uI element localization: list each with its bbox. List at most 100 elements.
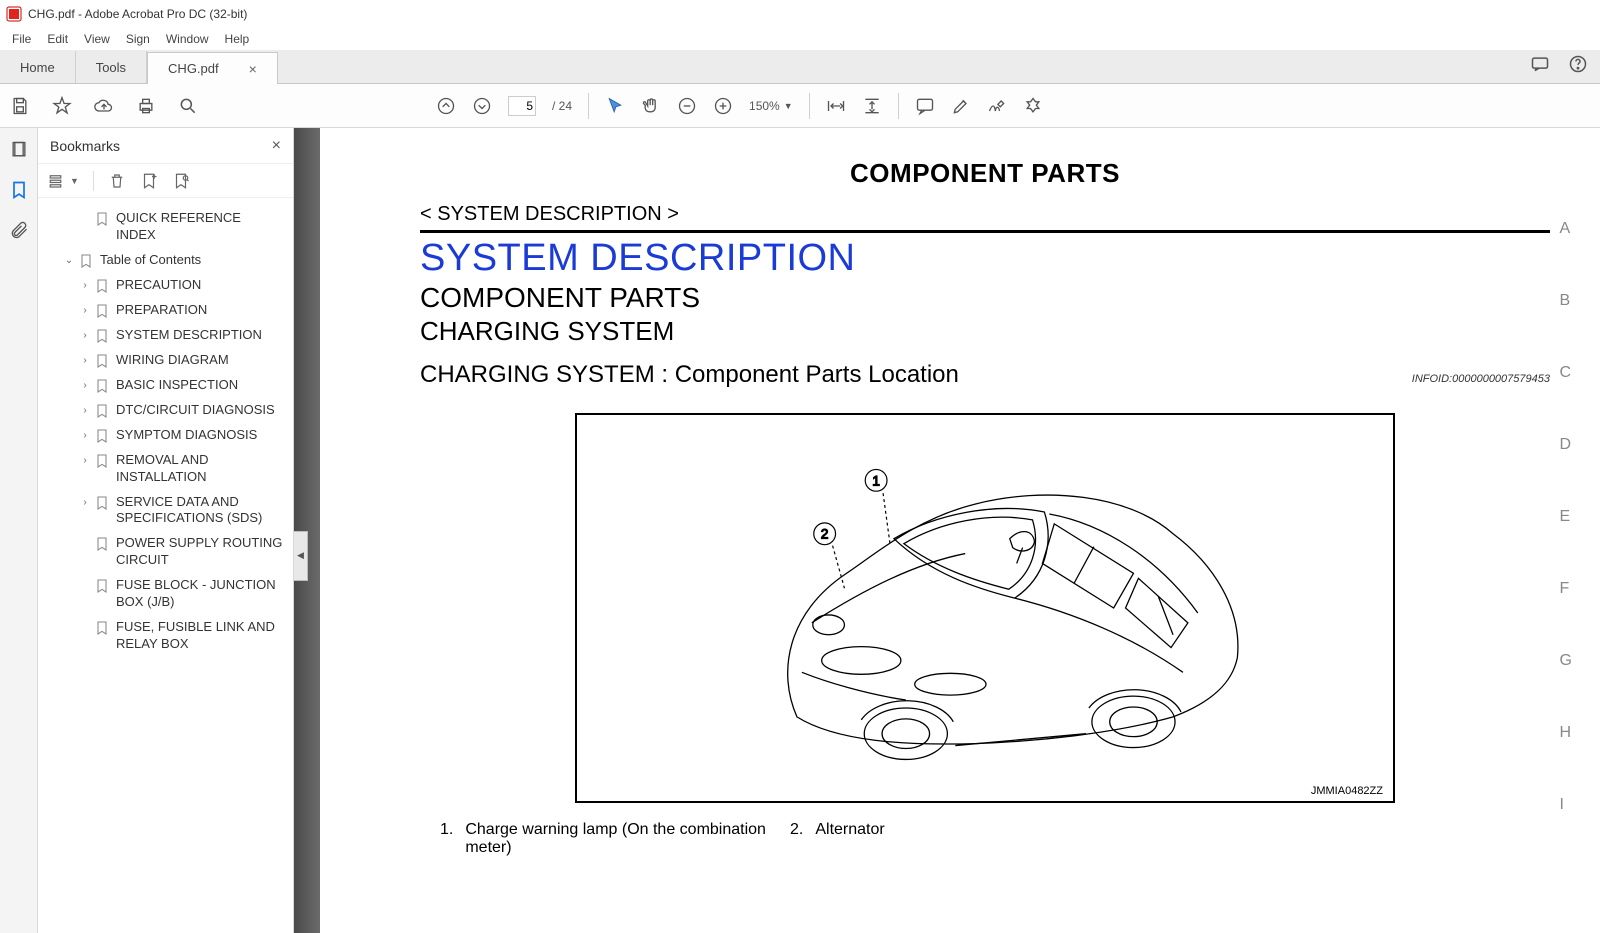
menu-file[interactable]: File: [4, 30, 39, 48]
bookmark-item[interactable]: › SYSTEM DESCRIPTION: [44, 323, 287, 348]
index-letter: F: [1560, 580, 1572, 598]
cloud-upload-icon[interactable]: [94, 96, 114, 116]
bookmark-expand-arrow[interactable]: ⌄: [62, 254, 76, 267]
bm-delete-icon[interactable]: [108, 172, 126, 190]
legend-number: 1.: [440, 821, 453, 857]
panel-collapse-handle[interactable]: ◀: [294, 531, 308, 581]
bookmark-icon: [94, 378, 110, 394]
star-icon[interactable]: [52, 96, 72, 116]
figure-legend: 1.Charge warning lamp (On the combi­nati…: [440, 821, 1550, 857]
save-icon[interactable]: [10, 96, 30, 116]
bookmark-item[interactable]: › SERVICE DATA AND SPECIFICATIONS (SDS): [44, 490, 287, 532]
bookmark-label: QUICK REFERENCE INDEX: [116, 210, 283, 244]
bookmark-item[interactable]: › PRECAUTION: [44, 273, 287, 298]
menu-sign[interactable]: Sign: [118, 30, 158, 48]
bookmark-label: PREPARATION: [116, 302, 283, 319]
bookmark-item[interactable]: ⌄ Table of Contents: [44, 248, 287, 273]
fit-width-icon[interactable]: [826, 96, 846, 116]
bm-options-icon[interactable]: [48, 172, 66, 190]
tab-close-icon[interactable]: ×: [249, 61, 257, 77]
bookmark-expand-arrow[interactable]: ›: [78, 304, 92, 317]
bookmarks-icon[interactable]: [9, 180, 29, 200]
hand-icon[interactable]: [641, 96, 661, 116]
notification-icon[interactable]: [1530, 54, 1550, 74]
bookmark-item[interactable]: POWER SUPPLY ROUTING CIRCUIT: [44, 531, 287, 573]
document-viewport[interactable]: ◀ ABCDEFGHI COMPONENT PARTS < SYSTEM DES…: [294, 128, 1600, 933]
page-number-input[interactable]: [508, 96, 536, 116]
bookmark-item[interactable]: › WIRING DIAGRAM: [44, 348, 287, 373]
bookmark-label: POWER SUPPLY ROUTING CIRCUIT: [116, 535, 283, 569]
window-titlebar: CHG.pdf - Adobe Acrobat Pro DC (32-bit): [0, 0, 1600, 28]
toolbar-separator: [898, 93, 899, 119]
tab-active-document[interactable]: CHG.pdf ×: [147, 52, 278, 84]
menubar: File Edit View Sign Window Help: [0, 28, 1600, 50]
zoom-out-icon[interactable]: [677, 96, 697, 116]
bookmark-expand-arrow[interactable]: ›: [78, 329, 92, 342]
bookmark-icon: [94, 453, 110, 469]
zoom-level-dropdown[interactable]: 150% ▼: [749, 99, 793, 113]
menu-view[interactable]: View: [76, 30, 118, 48]
page-down-icon[interactable]: [472, 96, 492, 116]
index-letter: D: [1560, 436, 1572, 454]
bookmark-expand-arrow[interactable]: ›: [78, 454, 92, 467]
menu-window[interactable]: Window: [158, 30, 217, 48]
bookmark-expand-arrow[interactable]: ›: [78, 279, 92, 292]
bookmark-item[interactable]: FUSE BLOCK - JUNCTION BOX (J/B): [44, 573, 287, 615]
bookmark-label: PRECAUTION: [116, 277, 283, 294]
pdf-file-icon: [6, 6, 22, 22]
bookmark-item[interactable]: › DTC/CIRCUIT DIAGNOSIS: [44, 398, 287, 423]
bookmark-item[interactable]: QUICK REFERENCE INDEX: [44, 206, 287, 248]
bookmark-item[interactable]: › PREPARATION: [44, 298, 287, 323]
attachments-icon[interactable]: [9, 220, 29, 240]
bookmark-label: SYMPTOM DIAGNOSIS: [116, 427, 283, 444]
bm-find-icon[interactable]: [172, 172, 190, 190]
tab-home[interactable]: Home: [0, 51, 76, 83]
bm-options-arrow[interactable]: ▼: [70, 176, 79, 186]
bookmark-expand-arrow[interactable]: ›: [78, 404, 92, 417]
page-up-icon[interactable]: [436, 96, 456, 116]
bookmark-label: SERVICE DATA AND SPECIFICATIONS (SDS): [116, 494, 283, 528]
sign-icon[interactable]: [987, 96, 1007, 116]
zoom-in-icon[interactable]: [713, 96, 733, 116]
bookmark-expand-arrow[interactable]: ›: [78, 379, 92, 392]
bookmark-item[interactable]: › SYMPTOM DIAGNOSIS: [44, 423, 287, 448]
bookmark-item[interactable]: › REMOVAL AND INSTALLATION: [44, 448, 287, 490]
print-icon[interactable]: [136, 96, 156, 116]
pdf-page: ABCDEFGHI COMPONENT PARTS < SYSTEM DESCR…: [320, 128, 1600, 933]
figure-box: 1 2 JMMIA0482ZZ: [575, 413, 1395, 803]
bookmark-label: Table of Contents: [100, 252, 283, 269]
help-icon[interactable]: [1568, 54, 1588, 74]
search-icon[interactable]: [178, 96, 198, 116]
doc-infoid: INFOID:0000000007579453: [1412, 373, 1550, 385]
bookmark-label: SYSTEM DESCRIPTION: [116, 327, 283, 344]
svg-text:2: 2: [821, 526, 829, 542]
fit-page-icon[interactable]: [862, 96, 882, 116]
legend-number: 2.: [790, 821, 803, 857]
index-letter: G: [1560, 652, 1572, 670]
bm-new-icon[interactable]: [140, 172, 158, 190]
bookmarks-panel: Bookmarks × ▼ QUICK REFERENCE INDEX⌄ Tab…: [38, 128, 294, 933]
thumbnails-icon[interactable]: [9, 140, 29, 160]
window-title: CHG.pdf - Adobe Acrobat Pro DC (32-bit): [28, 7, 247, 21]
page-total-label: / 24: [552, 99, 572, 113]
comment-icon[interactable]: [915, 96, 935, 116]
bookmarks-close-icon[interactable]: ×: [272, 137, 281, 155]
doc-rule: [420, 230, 1550, 233]
bookmark-icon: [94, 620, 110, 636]
pointer-icon[interactable]: [605, 96, 625, 116]
bookmark-item[interactable]: FUSE, FUSIBLE LINK AND RELAY BOX: [44, 615, 287, 657]
menu-help[interactable]: Help: [217, 30, 258, 48]
bookmark-expand-arrow[interactable]: ›: [78, 496, 92, 509]
bookmark-expand-arrow[interactable]: ›: [78, 429, 92, 442]
tab-tools[interactable]: Tools: [76, 51, 147, 83]
bookmark-label: FUSE, FUSIBLE LINK AND RELAY BOX: [116, 619, 283, 653]
highlight-icon[interactable]: [951, 96, 971, 116]
menu-edit[interactable]: Edit: [39, 30, 76, 48]
bookmark-icon: [78, 253, 94, 269]
doc-h4: CHARGING SYSTEM : Component Parts Locati…: [420, 361, 959, 389]
doc-breadcrumb: < SYSTEM DESCRIPTION >: [420, 203, 1550, 226]
bookmark-expand-arrow[interactable]: ›: [78, 354, 92, 367]
bookmark-item[interactable]: › BASIC INSPECTION: [44, 373, 287, 398]
stamp-icon[interactable]: [1023, 96, 1043, 116]
bookmark-icon: [94, 328, 110, 344]
